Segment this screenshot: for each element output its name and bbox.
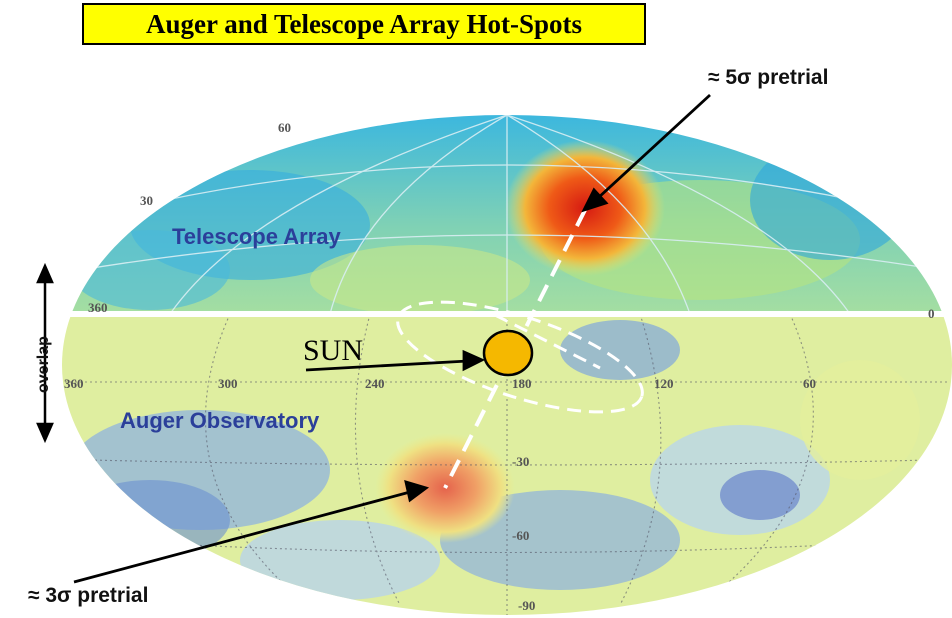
tick-ra-240: 240 (365, 376, 385, 391)
tick-ra-360: 360 (64, 376, 84, 391)
arrows (73, 93, 711, 584)
tick-ra-300: 300 (218, 376, 238, 391)
tick-ta-0: 0 (928, 306, 935, 321)
arrow-top-head (581, 187, 609, 213)
arrow-bottom (73, 490, 411, 584)
telescope-array-map (62, 115, 952, 314)
tick-ra-180: 180 (512, 376, 532, 391)
tick-ra-60: 60 (803, 376, 816, 391)
tick-ta-30: 30 (140, 193, 153, 208)
arrow-top (597, 93, 711, 200)
tick-dec-60: -60 (512, 528, 530, 543)
tick-ra-120: 120 (654, 376, 674, 391)
tick-dec-30: -30 (512, 454, 530, 469)
annotation-3sigma: ≈ 3σ pretrial (28, 584, 149, 607)
tick-ta-60: 60 (278, 120, 291, 135)
arrow-sun (305, 359, 469, 372)
label-auger-observatory: Auger Observatory (120, 408, 320, 433)
title-box: Auger and Telescope Array Hot-Spots (82, 3, 646, 45)
label-sun: SUN (303, 334, 364, 367)
arrow-sun-head (462, 349, 486, 372)
label-telescope-array: Telescope Array (172, 224, 341, 249)
tick-dec-90: -90 (518, 598, 536, 613)
sun-icon (482, 329, 534, 377)
annotation-5sigma: ≈ 5σ pretrial (708, 66, 829, 89)
tick-ta-360: 360 (88, 300, 108, 315)
overlap-arrow (36, 262, 54, 444)
cross-line (494, 313, 601, 370)
overlap-band (60, 311, 950, 317)
arrow-bottom-head (404, 479, 430, 503)
page-title: Auger and Telescope Array Hot-Spots (145, 8, 583, 39)
